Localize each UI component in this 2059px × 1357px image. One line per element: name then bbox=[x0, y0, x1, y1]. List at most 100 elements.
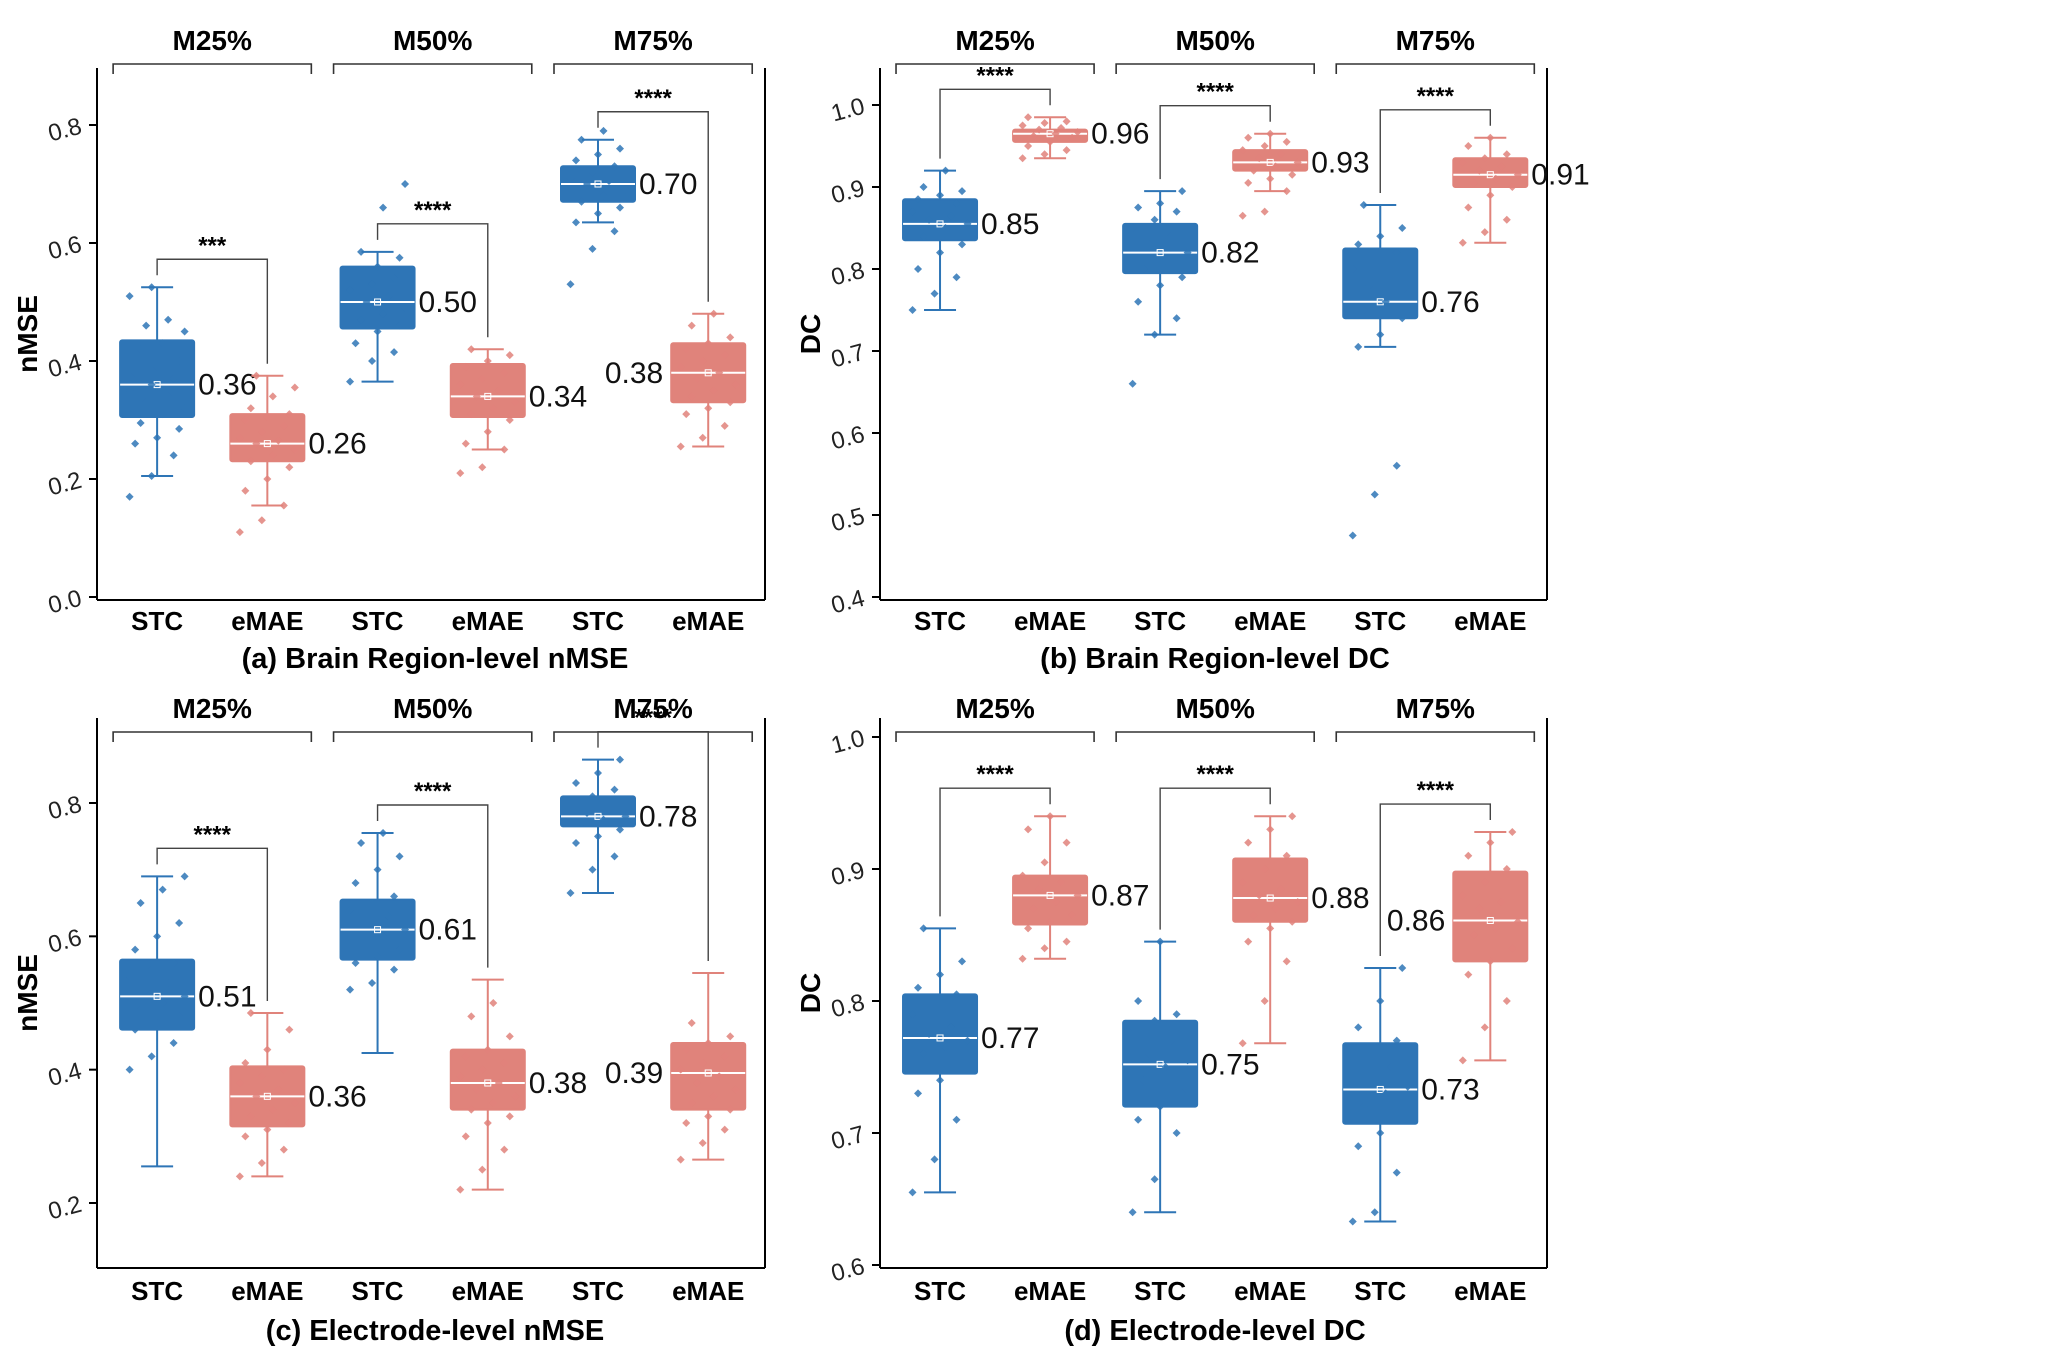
data-point bbox=[290, 1099, 299, 1107]
data-point bbox=[1282, 137, 1291, 146]
data-point bbox=[153, 932, 162, 941]
data-point bbox=[1172, 1129, 1181, 1137]
mean-marker bbox=[1376, 1085, 1384, 1093]
significance-bracket bbox=[156, 258, 269, 364]
data-point bbox=[500, 368, 509, 377]
median-value-label: 0.75 bbox=[1201, 1048, 1259, 1081]
significance-bracket bbox=[1379, 803, 1492, 956]
data-point bbox=[1398, 314, 1407, 323]
data-point bbox=[908, 306, 917, 314]
data-point bbox=[483, 1119, 492, 1127]
significance-stars: **** bbox=[634, 85, 672, 112]
data-point bbox=[1128, 1208, 1137, 1217]
data-point bbox=[687, 392, 696, 401]
data-point bbox=[1150, 215, 1159, 224]
data-point bbox=[1024, 825, 1033, 834]
data-point bbox=[1167, 1036, 1176, 1045]
mean-marker bbox=[704, 369, 712, 377]
data-point bbox=[164, 392, 173, 401]
data-point bbox=[1260, 997, 1269, 1005]
data-point bbox=[936, 191, 945, 200]
median-value-label: 0.87 bbox=[1091, 879, 1149, 912]
data-point bbox=[467, 1105, 476, 1114]
data-point bbox=[720, 1125, 729, 1134]
data-point bbox=[616, 755, 624, 764]
data-point bbox=[1134, 997, 1143, 1005]
data-point bbox=[1376, 997, 1385, 1005]
data-point bbox=[136, 1005, 145, 1014]
data-point bbox=[682, 345, 691, 354]
data-point bbox=[720, 1052, 729, 1061]
median-value-label: 0.76 bbox=[1421, 286, 1479, 319]
group-bracket bbox=[1115, 63, 1315, 74]
mean-marker bbox=[1486, 171, 1494, 179]
median-value-label: 0.77 bbox=[981, 1022, 1039, 1055]
data-point bbox=[925, 1030, 934, 1038]
data-point bbox=[1128, 379, 1137, 388]
data-point bbox=[235, 1172, 244, 1181]
mean-marker bbox=[1046, 891, 1054, 899]
data-point bbox=[610, 785, 619, 794]
data-point bbox=[384, 292, 393, 301]
x-tick-label: eMAE bbox=[672, 1276, 744, 1306]
data-point bbox=[1354, 1142, 1363, 1151]
data-point bbox=[1513, 170, 1522, 179]
data-point bbox=[257, 516, 266, 525]
data-point bbox=[676, 442, 685, 451]
y-axis-label: nMSE bbox=[12, 295, 43, 373]
emae-box bbox=[1452, 870, 1529, 963]
data-point bbox=[285, 1025, 294, 1034]
data-point bbox=[616, 144, 624, 153]
data-point bbox=[131, 945, 140, 954]
significance-stars: **** bbox=[634, 705, 672, 732]
data-point bbox=[290, 445, 299, 454]
caption-text: Brain Region-level nMSE bbox=[285, 643, 628, 675]
data-point bbox=[930, 997, 939, 1005]
stc-box bbox=[1342, 247, 1419, 320]
panel-caption: (d) Electrode-level DC bbox=[1064, 1315, 1365, 1347]
data-point bbox=[158, 885, 167, 894]
data-point bbox=[914, 195, 923, 204]
data-point bbox=[1018, 954, 1027, 963]
data-point bbox=[952, 1115, 961, 1124]
median-value-label: 0.73 bbox=[1421, 1073, 1479, 1106]
data-point bbox=[1387, 273, 1396, 282]
median-value-label: 0.82 bbox=[1201, 237, 1259, 270]
data-point bbox=[605, 805, 613, 814]
data-point bbox=[1046, 917, 1055, 926]
data-point bbox=[1024, 142, 1033, 150]
data-point bbox=[1255, 891, 1264, 900]
x-tick-label: eMAE bbox=[1014, 1276, 1086, 1306]
chart-panel-b: 0.4 0.5 0.6 0.7 0.8 0.9 1.0 DC M25% 0.85 STC 0.96 eM… bbox=[795, 25, 1590, 675]
data-point bbox=[914, 265, 923, 273]
data-point bbox=[1029, 904, 1038, 913]
data-point bbox=[1475, 904, 1484, 913]
y-tick-label: 0.2 bbox=[45, 467, 84, 502]
data-point bbox=[936, 248, 945, 257]
mean-marker bbox=[153, 992, 161, 1000]
y-tick-label: 1.0 bbox=[828, 93, 867, 128]
significance-stars: **** bbox=[194, 821, 232, 848]
data-point bbox=[1134, 1115, 1143, 1124]
data-point bbox=[1271, 904, 1280, 913]
data-point bbox=[401, 925, 410, 934]
mean-marker bbox=[263, 440, 271, 448]
data-point bbox=[1035, 125, 1044, 134]
data-point bbox=[395, 852, 404, 861]
data-point bbox=[698, 1139, 707, 1147]
data-point bbox=[346, 905, 355, 914]
data-point bbox=[1458, 158, 1467, 167]
data-point bbox=[572, 779, 580, 787]
data-point bbox=[472, 392, 481, 401]
data-point bbox=[390, 348, 399, 357]
data-point bbox=[1359, 306, 1368, 314]
data-point bbox=[1381, 297, 1390, 306]
data-point bbox=[478, 374, 487, 383]
data-point bbox=[1469, 931, 1478, 939]
x-tick-label: eMAE bbox=[231, 606, 303, 636]
data-point bbox=[1392, 248, 1401, 257]
data-point bbox=[147, 1052, 156, 1061]
data-point bbox=[1282, 851, 1291, 860]
data-point bbox=[483, 357, 492, 365]
data-point bbox=[1502, 215, 1511, 224]
